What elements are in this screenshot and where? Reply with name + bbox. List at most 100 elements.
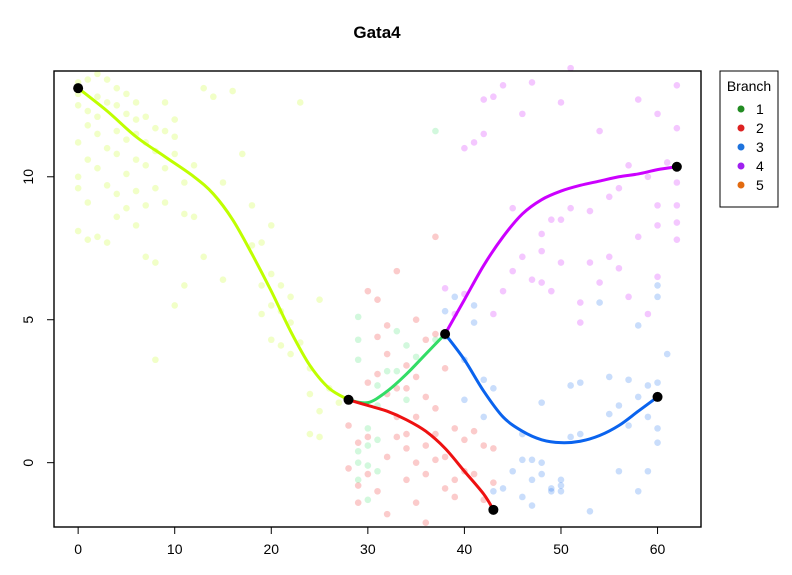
data-point (84, 156, 92, 163)
data-point (644, 413, 652, 421)
data-point (538, 279, 545, 286)
data-point (403, 385, 410, 392)
data-point (142, 113, 150, 121)
x-tick-label: 0 (74, 541, 82, 557)
x-tick-label: 40 (457, 541, 473, 557)
data-point (103, 99, 111, 106)
data-point (171, 133, 179, 141)
data-point (432, 405, 439, 412)
data-point (509, 467, 516, 475)
data-point (393, 433, 401, 441)
data-point (615, 402, 623, 409)
x-tick-label: 20 (263, 541, 279, 557)
data-point (113, 102, 121, 109)
data-point (354, 336, 362, 344)
branch-node (343, 394, 354, 405)
data-point (412, 459, 420, 466)
data-point (74, 184, 82, 192)
data-point (480, 413, 488, 421)
data-point (528, 79, 536, 86)
data-point (374, 382, 381, 389)
data-point (403, 342, 410, 349)
data-point (576, 299, 584, 306)
data-point (132, 187, 140, 195)
data-point (383, 322, 391, 329)
data-point (634, 393, 642, 401)
branch-node (652, 391, 663, 402)
fit-line (443, 333, 659, 445)
data-point (625, 376, 632, 384)
data-point (451, 293, 459, 301)
data-point (364, 496, 372, 504)
data-point (354, 482, 362, 489)
data-point (538, 459, 545, 466)
data-point (422, 470, 430, 478)
data-point (634, 233, 642, 241)
data-point (258, 310, 265, 318)
data-point (509, 267, 516, 275)
data-point (123, 136, 130, 143)
data-point (364, 462, 372, 469)
data-point (364, 470, 372, 478)
data-point (354, 447, 362, 455)
data-point (393, 267, 401, 275)
data-point (267, 270, 275, 278)
data-point (654, 425, 661, 432)
data-point (634, 487, 642, 495)
data-point (403, 430, 410, 438)
x-tick-label: 30 (360, 541, 376, 557)
y-tick-label: 0 (20, 459, 36, 467)
data-point (461, 144, 468, 152)
data-point (576, 379, 584, 386)
data-point (634, 322, 642, 329)
data-point (287, 293, 294, 301)
data-point (84, 199, 92, 206)
data-point (113, 213, 121, 221)
data-point (451, 493, 459, 501)
data-point (528, 276, 536, 284)
data-point (654, 379, 661, 386)
data-point (181, 282, 188, 289)
branch-node (488, 504, 499, 515)
data-point (422, 336, 430, 344)
data-point (383, 510, 391, 518)
data-point (152, 124, 159, 132)
data-point (132, 99, 140, 106)
data-point (528, 456, 536, 464)
data-point (287, 319, 294, 326)
data-point (412, 373, 420, 381)
data-point (654, 273, 661, 281)
data-point (480, 376, 488, 384)
y-axis: 0 5 10 (20, 169, 55, 467)
data-point (248, 202, 256, 209)
data-point (152, 259, 159, 266)
fit-line (443, 165, 678, 335)
data-point (181, 179, 188, 186)
data-point (557, 476, 565, 484)
data-point (548, 487, 555, 495)
data-point (548, 216, 555, 223)
data-point (123, 204, 130, 212)
data-point (374, 487, 381, 495)
data-point (84, 107, 92, 115)
data-point (673, 179, 681, 186)
legend: Branch 1 2 3 4 5 (719, 70, 779, 208)
data-point (528, 502, 536, 509)
y-tick-label: 10 (20, 169, 36, 185)
data-point (654, 293, 661, 301)
data-point (210, 93, 217, 101)
data-point (132, 156, 140, 163)
data-point (499, 287, 507, 295)
data-point (103, 182, 111, 189)
data-point (625, 293, 632, 301)
data-point (123, 90, 130, 98)
data-point (267, 222, 275, 229)
branch-node (440, 329, 451, 340)
data-point (190, 162, 198, 169)
data-point (287, 350, 294, 358)
data-point (103, 239, 111, 246)
data-point (528, 476, 536, 484)
data-point (461, 396, 468, 404)
data-point (470, 319, 478, 326)
